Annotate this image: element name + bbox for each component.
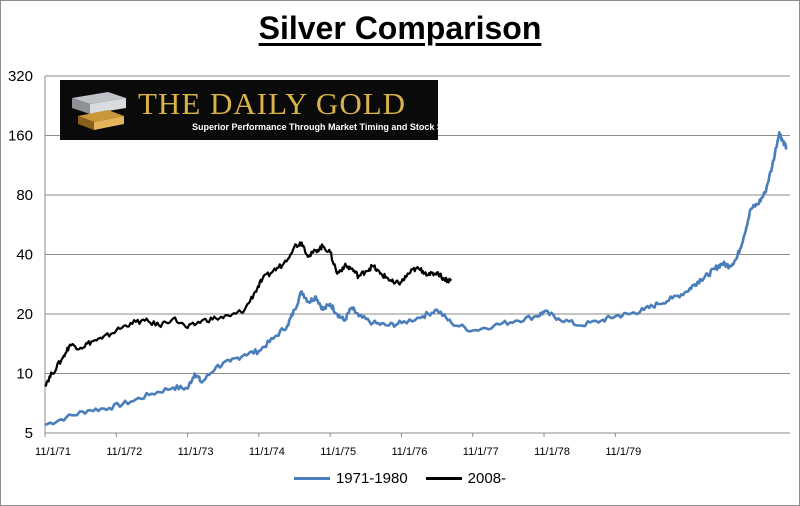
chart-title: Silver Comparison bbox=[258, 10, 542, 46]
logo-tagline: Superior Performance Through Market Timi… bbox=[192, 122, 477, 132]
y-tick-label-320: 320 bbox=[8, 68, 33, 85]
legend-label-2008: 2008- bbox=[467, 470, 507, 487]
y-tick-label-40: 40 bbox=[16, 247, 33, 264]
daily-gold-logo: THE DAILY GOLD Superior Performance Thro… bbox=[60, 80, 477, 140]
x-tick-label-6: 11/1/77 bbox=[463, 446, 499, 458]
y-tick-label-80: 80 bbox=[16, 187, 33, 204]
x-tick-label-1: 11/1/72 bbox=[106, 446, 142, 458]
y-tick-label-20: 20 bbox=[16, 306, 33, 323]
gold-bars-icon bbox=[72, 92, 126, 130]
legend-label-1971-1980: 1971-1980 bbox=[335, 470, 408, 487]
y-tick-label-160: 160 bbox=[8, 128, 33, 145]
legend-swatch-2008 bbox=[425, 477, 462, 480]
y-tick-label-10: 10 bbox=[16, 366, 33, 383]
legend-swatch-1971-1980 bbox=[293, 477, 330, 480]
x-tick-label-7: 11/1/78 bbox=[534, 446, 570, 458]
series-line-1971-1980 bbox=[44, 131, 788, 427]
legend: 1971-1980 2008- bbox=[0, 470, 800, 487]
x-tick-label-5: 11/1/76 bbox=[392, 446, 428, 458]
legend-item-1971-1980: 1971-1980 bbox=[293, 470, 408, 487]
x-tick-label-2: 11/1/73 bbox=[178, 446, 214, 458]
series-line-2008 bbox=[44, 241, 453, 387]
y-tick-label-5: 5 bbox=[25, 425, 33, 442]
x-tick-label-0: 11/1/71 bbox=[35, 446, 71, 458]
x-tick-label-8: 11/1/79 bbox=[605, 446, 641, 458]
logo-name: THE DAILY GOLD bbox=[138, 86, 407, 121]
x-tick-label-3: 11/1/74 bbox=[249, 446, 285, 458]
x-tick-label-4: 11/1/75 bbox=[320, 446, 356, 458]
legend-item-2008: 2008- bbox=[425, 470, 507, 487]
